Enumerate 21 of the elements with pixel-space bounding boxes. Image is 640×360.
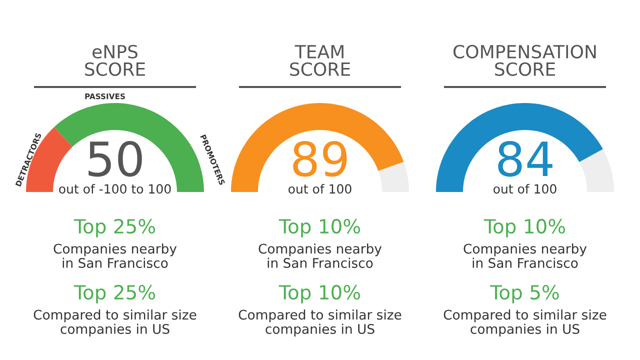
text: Companies nearby in San Francisco — [54, 243, 177, 268]
text: Companies nearby in San Francisco — [258, 243, 382, 268]
text: 89 — [293, 140, 347, 177]
text: Compared to similar size companies in US — [444, 309, 606, 337]
text: Top 10% — [484, 218, 566, 238]
text: out of 100 — [288, 184, 352, 194]
chart-title: eNPS SCORE — [85, 44, 145, 76]
text: Top 25% — [74, 284, 156, 304]
text: Top 10% — [278, 218, 360, 238]
chart-title: TEAM SCORE — [290, 45, 350, 76]
text: Compared to similar size companies in US — [238, 309, 402, 337]
text: 50 — [88, 140, 142, 177]
chart-title: COMPENSATION SCORE — [453, 44, 596, 76]
text: Compared to similar size companies in US — [34, 309, 196, 337]
text: Companies nearby in San Francisco — [464, 243, 587, 268]
text: 84 — [498, 140, 552, 177]
text: out of -100 to 100 — [59, 184, 171, 194]
text: Top 25% — [74, 218, 156, 238]
text: Top 10% — [278, 284, 360, 304]
text: Top 5% — [490, 284, 559, 304]
text: out of 100 — [494, 184, 556, 194]
